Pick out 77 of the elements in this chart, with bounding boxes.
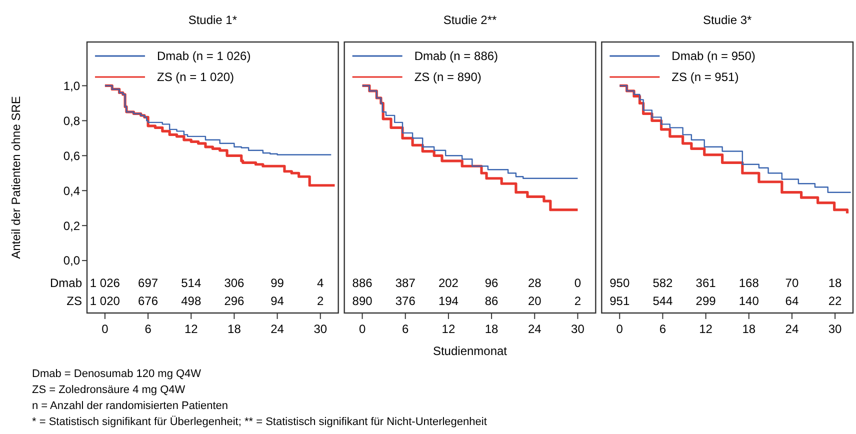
annotation: 70 [785,276,799,290]
legend-label: Dmab (n = 1 026) [157,49,251,64]
annotation: 361 [696,276,716,290]
text: n = Anzahl der randomisierten Patienten [32,400,228,412]
annotation: 296 [224,294,245,308]
chart-title: Studie 1* [188,13,238,27]
x-axis-title: Studienmonat [432,344,508,358]
annotation: 697 [138,276,158,290]
annotation: 886 [352,276,373,290]
annotation: 1 020 [90,294,120,308]
annotation: 950 [610,276,630,290]
annotation: 22 [828,294,842,308]
legend-label: ZS (n = 951) [672,70,739,84]
legend-label: Dmab (n = 886) [414,49,498,64]
y-axis-title: Anteil der Patienten ohne SRE [9,96,23,259]
annotation: 194 [438,294,459,308]
x-tick-label: 18 [742,322,756,336]
annotation: 140 [738,294,760,308]
text: Dmab = Denosumab 120 mg Q4W [32,368,202,380]
x-tick-label: 6 [659,322,666,336]
text: ZS [66,294,82,308]
x-tick-label: 0 [102,322,109,336]
x-tick-label: 30 [314,322,328,336]
annotation: 20 [528,294,542,308]
annotation: 18 [828,276,842,290]
chart-title: Studie 2** [443,13,498,27]
annotation: 4 [317,276,324,290]
annotation: 582 [652,276,674,290]
y-tick-label: 0,8 [63,114,80,128]
x-tick-label: 18 [228,322,242,336]
x-tick-label: 0 [358,322,366,336]
text: ZS = Zoledronsäure 4 mg Q4W [32,384,186,396]
annotation: 1 026 [90,276,120,290]
annotation: 376 [395,294,416,308]
annotation: 168 [738,276,760,290]
x-tick-label: 24 [270,322,284,336]
y-tick-label: 0,6 [63,148,80,163]
annotation: 202 [438,276,459,290]
y-tick-label: 0,4 [63,184,80,198]
x-tick-label: 24 [528,322,542,336]
x-tick-label: 12 [699,322,713,336]
y-tick-label: 1,0 [63,78,80,93]
annotation: 28 [528,276,542,290]
x-tick-label: 12 [442,322,456,336]
annotation: 306 [224,276,245,290]
annotation: 544 [652,294,674,308]
x-tick-label: 18 [484,322,499,336]
annotation: 2 [574,294,582,308]
annotation: 498 [181,294,202,308]
text: Dmab [50,276,82,290]
annotation: 64 [785,294,799,308]
annotation: 299 [696,294,716,308]
legend-label: Dmab (n = 950) [672,49,756,64]
x-tick-label: 30 [571,322,585,336]
legend-label: ZS (n = 1 020) [157,70,234,84]
annotation: 86 [484,294,499,308]
annotation: 96 [484,276,499,290]
annotation: 94 [270,294,284,308]
legend-label: ZS (n = 890) [414,70,482,84]
annotation: 99 [270,276,284,290]
annotation: 2 [317,294,324,308]
x-tick-label: 12 [184,322,198,336]
x-tick-label: 24 [785,322,799,336]
annotation: 514 [181,276,202,290]
x-tick-label: 6 [144,322,152,336]
x-tick-label: 6 [402,322,410,336]
annotation: 951 [610,294,630,308]
annotation: 387 [395,276,416,290]
annotation: 890 [352,294,373,308]
y-tick-label: 0,0 [63,254,80,268]
x-tick-label: 30 [828,322,842,336]
annotation: 0 [574,276,582,290]
annotation: 676 [138,294,158,308]
text: * = Statistisch signifikant für Überlegenheit; ** = Statistisch signifikant für Nicht-Unterlegenheit [32,415,487,428]
x-tick-label: 0 [616,322,624,336]
y-tick-label: 0,2 [63,218,80,233]
chart-title: Studie 3* [702,13,752,27]
